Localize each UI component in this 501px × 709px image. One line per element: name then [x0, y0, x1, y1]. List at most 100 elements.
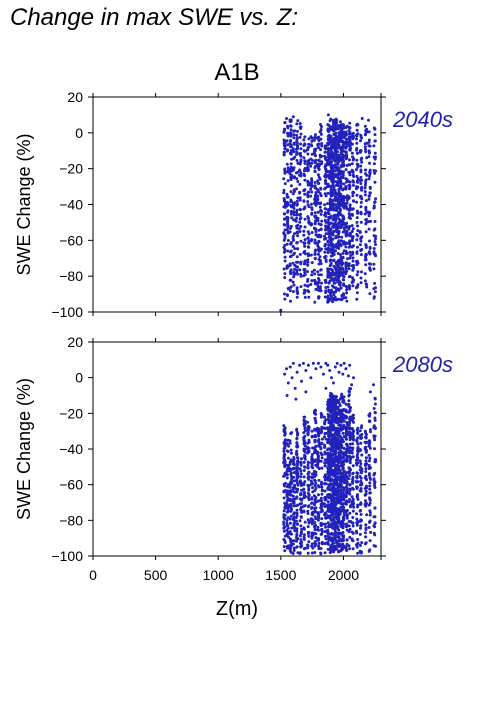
y-tick-label: −20 [59, 161, 83, 177]
data-point [342, 493, 346, 496]
data-point [328, 137, 332, 141]
data-point [300, 544, 303, 548]
data-point [351, 524, 355, 528]
data-point [358, 532, 362, 536]
data-point [292, 521, 296, 525]
data-point [363, 190, 367, 194]
data-point [331, 443, 335, 447]
data-point [282, 520, 286, 524]
data-point [356, 461, 360, 465]
data-point [347, 404, 351, 408]
data-point [341, 531, 345, 534]
data-point [317, 466, 321, 470]
data-point [344, 545, 348, 549]
data-point [296, 161, 300, 165]
data-point [341, 139, 345, 143]
data-point [317, 139, 321, 143]
figure-title: Change in max SWE vs. Z: [10, 4, 299, 31]
data-point [332, 155, 336, 159]
data-point [323, 443, 327, 447]
data-point [347, 430, 351, 434]
data-point [290, 216, 294, 220]
data-point [352, 199, 356, 203]
data-point [309, 202, 313, 206]
data-point [341, 251, 345, 255]
data-point [338, 423, 342, 427]
data-point [307, 540, 311, 544]
data-point [348, 363, 352, 367]
data-point [344, 431, 348, 435]
data-point [314, 448, 317, 452]
data-point [285, 293, 289, 297]
data-point [364, 263, 368, 267]
data-point [323, 464, 327, 468]
data-point [282, 177, 286, 181]
data-point [323, 502, 326, 506]
data-point [328, 140, 332, 144]
x-tick-label: 1500 [265, 567, 296, 583]
data-point [341, 547, 345, 551]
data-point [290, 376, 294, 380]
data-point [302, 495, 306, 499]
data-point [323, 458, 327, 462]
data-point [320, 483, 324, 486]
data-point [285, 367, 288, 371]
data-point [336, 127, 340, 131]
data-point [336, 180, 340, 184]
data-point [334, 131, 338, 135]
data-point [342, 361, 346, 365]
data-point [364, 243, 368, 247]
data-point [324, 247, 328, 251]
data-point [316, 179, 320, 183]
y-tick-label: −60 [59, 232, 83, 248]
data-point [323, 250, 327, 254]
data-point [314, 481, 318, 485]
data-point [364, 206, 368, 210]
data-point [363, 212, 367, 216]
data-point [355, 128, 359, 132]
data-point [364, 246, 368, 249]
data-point [331, 182, 335, 186]
data-point [286, 516, 290, 520]
data-point [326, 542, 330, 546]
data-point [356, 123, 360, 127]
data-point [295, 452, 299, 456]
data-point [295, 203, 299, 207]
data-point [363, 279, 367, 283]
panel-label: 2080s [392, 352, 453, 377]
data-point [329, 247, 333, 251]
data-point [351, 413, 355, 417]
data-point [316, 283, 320, 287]
data-point [359, 220, 363, 224]
data-point [286, 220, 290, 224]
data-point [314, 192, 318, 196]
data-point [283, 297, 287, 301]
data-point [359, 195, 363, 199]
data-point [324, 232, 328, 236]
data-point [367, 140, 371, 144]
data-point [367, 118, 370, 122]
data-point [309, 194, 313, 198]
data-point [364, 450, 368, 453]
data-point [282, 545, 286, 549]
data-point [314, 248, 318, 252]
data-point [372, 267, 376, 271]
data-point [333, 221, 337, 225]
data-point [331, 243, 335, 247]
data-point [334, 298, 338, 302]
y-tick-label: −20 [59, 405, 83, 421]
data-point [306, 260, 310, 264]
data-point [303, 167, 307, 171]
data-point [299, 538, 303, 542]
data-point [282, 150, 286, 154]
data-point [333, 295, 337, 299]
data-point [348, 451, 351, 455]
data-point [341, 467, 345, 471]
data-point [345, 485, 349, 489]
data-point [291, 494, 295, 498]
data-point [338, 397, 342, 401]
data-point [313, 528, 317, 532]
data-point [326, 530, 330, 534]
data-point [307, 493, 311, 497]
data-point [351, 135, 355, 138]
